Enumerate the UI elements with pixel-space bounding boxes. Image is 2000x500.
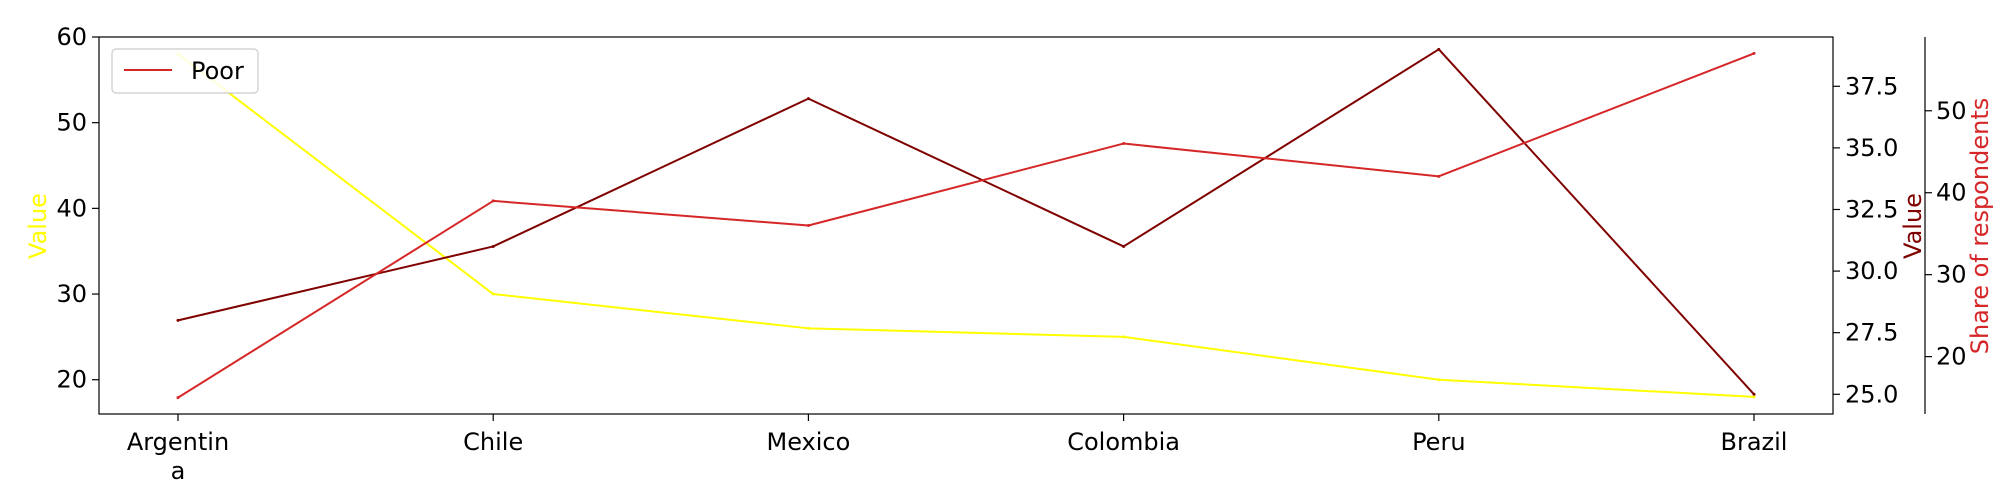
right1-y-tick-label-1: 27.5 bbox=[1845, 319, 1898, 347]
right1-y-tick-label-3: 32.5 bbox=[1845, 195, 1898, 223]
legend-box bbox=[111, 48, 259, 94]
data-point-1-2 bbox=[806, 97, 810, 101]
data-point-2-0 bbox=[176, 396, 180, 400]
data-point-1-1 bbox=[491, 244, 495, 248]
left-y-tick-label-4: 60 bbox=[56, 23, 87, 51]
plot-frame bbox=[98, 36, 1834, 415]
left-y-axis-title: Value bbox=[24, 193, 52, 259]
x-tick-label-2: Mexico bbox=[766, 428, 850, 456]
right2-y-tick-label-1: 30 bbox=[1936, 261, 1967, 289]
legend-label-poor: Poor bbox=[191, 57, 244, 85]
right1-y-tick-label-0: 25.0 bbox=[1845, 380, 1898, 408]
data-point-0-3 bbox=[1122, 335, 1126, 339]
series-line-1 bbox=[177, 48, 1755, 395]
x-tick-label-1: Chile bbox=[463, 428, 523, 456]
legend: Poor bbox=[111, 48, 259, 94]
left-y-tick-label-1: 30 bbox=[56, 280, 87, 308]
data-point-1-4 bbox=[1437, 47, 1441, 51]
data-point-1-3 bbox=[1122, 244, 1126, 248]
x-tick-label-0: Argentin a bbox=[127, 428, 229, 485]
data-point-2-4 bbox=[1437, 174, 1441, 178]
data-point-1-5 bbox=[1752, 392, 1756, 396]
data-point-2-1 bbox=[491, 199, 495, 203]
series-layer bbox=[176, 47, 1756, 400]
x-tick-label-5: Brazil bbox=[1721, 428, 1788, 456]
left-y-tick-label-3: 50 bbox=[56, 109, 87, 137]
axes-layer: Argentin a Chile Mexico Colombia Peru Brazil 20… bbox=[24, 23, 1994, 485]
x-tick-label-4: Peru bbox=[1412, 428, 1465, 456]
data-point-0-5 bbox=[1752, 395, 1756, 399]
right1-y-tick-label-2: 30.0 bbox=[1845, 257, 1898, 285]
data-point-2-2 bbox=[806, 224, 810, 227]
data-point-0-1 bbox=[491, 292, 495, 296]
series-line-2 bbox=[177, 52, 1755, 399]
right1-y-tick-label-4: 35.0 bbox=[1845, 134, 1898, 162]
data-point-0-2 bbox=[806, 326, 810, 330]
left-y-tick-label-2: 40 bbox=[56, 194, 87, 222]
right2-y-tick-label-2: 40 bbox=[1936, 179, 1967, 207]
right2-y-tick-label-3: 50 bbox=[1936, 97, 1967, 125]
right2-y-axis-title: Share of respondents bbox=[1966, 98, 1994, 355]
right2-y-tick-label-0: 20 bbox=[1936, 343, 1967, 371]
data-point-2-3 bbox=[1122, 142, 1126, 146]
right1-y-tick-label-5: 37.5 bbox=[1845, 72, 1898, 100]
left-y-tick-label-0: 20 bbox=[56, 366, 87, 394]
data-point-2-5 bbox=[1752, 51, 1756, 55]
series-line-0 bbox=[177, 53, 1755, 398]
x-tick-label-3: Colombia bbox=[1067, 428, 1180, 456]
data-point-0-4 bbox=[1437, 378, 1441, 382]
data-point-1-0 bbox=[176, 318, 180, 322]
right1-y-axis-title: Value bbox=[1899, 193, 1927, 259]
